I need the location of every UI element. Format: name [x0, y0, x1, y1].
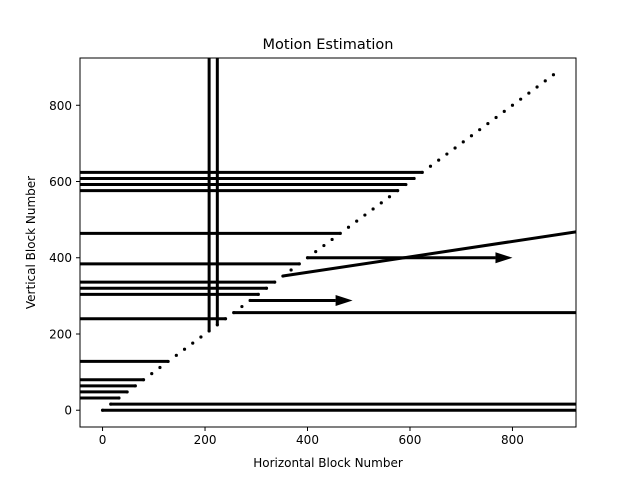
diagonal-point [428, 164, 433, 168]
x-tick-label: 200 [194, 433, 217, 447]
diagonal-point [240, 304, 244, 309]
diagonal-point [215, 323, 219, 327]
diagonal-point [371, 207, 375, 211]
diagonal-point [363, 213, 367, 217]
vector-line-13 [282, 230, 576, 278]
chart-title: Motion Estimation [263, 37, 394, 53]
diagonal-point [437, 158, 441, 162]
diagonal-point [125, 390, 129, 394]
diagonal-point [166, 359, 170, 364]
diagonal-point [412, 176, 416, 181]
x-axis-label: Horizontal Block Number [253, 456, 403, 470]
diagonal-point [191, 341, 195, 345]
diagonal-point [174, 353, 178, 357]
diagonal-point [519, 97, 523, 101]
diagonal-point [305, 256, 310, 260]
y-tick-label: 800 [49, 99, 72, 113]
diagonal-point [264, 286, 269, 290]
x-tick-label: 400 [296, 433, 319, 447]
diagonal-point [396, 189, 400, 193]
diagonal-point [355, 219, 359, 223]
diagonal-point [551, 73, 556, 77]
diagonal-point [338, 231, 342, 235]
diagonal-point [469, 134, 474, 138]
diagonal-point [346, 225, 351, 229]
x-axis-ticks: 0 200 400 600 800 [99, 427, 524, 447]
diagonal-point [453, 146, 457, 150]
diagonal-point [420, 170, 424, 174]
diagonal-point [478, 128, 482, 132]
diagonal-point [314, 250, 318, 254]
diagonal-point [256, 292, 260, 296]
diagonal-point [330, 237, 334, 242]
y-tick-label: 600 [49, 175, 72, 189]
plot-frame [79, 57, 577, 428]
diagonal-point [133, 384, 137, 388]
diagonal-point [404, 182, 408, 187]
diagonal-point [207, 329, 211, 333]
vector-arrowhead-9 [335, 294, 353, 306]
diagonal-point [445, 152, 449, 156]
diagonal-point [182, 347, 187, 351]
diagonal-point [510, 103, 515, 107]
diagonal-point [109, 402, 113, 406]
diagonal-point [289, 268, 293, 272]
diagonal-point [150, 372, 154, 376]
diagonal-point [461, 140, 465, 144]
diagonal-point [223, 317, 228, 321]
diagonal-point [486, 121, 490, 126]
diagonal-point [117, 396, 121, 400]
diagonal-point [543, 79, 547, 83]
x-tick-label: 800 [501, 433, 524, 447]
diagonal-point [141, 378, 146, 382]
plot-marks [80, 58, 576, 412]
diagonal-point [158, 365, 162, 370]
diagonal-point [199, 335, 203, 339]
diagonal-point [100, 408, 105, 412]
diagonal-point [297, 262, 301, 266]
diagonal-point [527, 91, 531, 95]
diagonal-point [535, 85, 539, 89]
diagonal-point [322, 243, 326, 248]
diagonal-point [232, 311, 236, 315]
diagonal-point [379, 201, 383, 205]
diagonal-point [502, 109, 506, 113]
diagonal-point [387, 195, 392, 199]
diagonal-point [281, 274, 285, 278]
diagonal-point [273, 280, 277, 284]
y-tick-label: 400 [49, 251, 72, 265]
x-tick-label: 0 [99, 433, 107, 447]
y-axis-ticks: 0 200 400 600 800 [49, 99, 80, 418]
y-tick-label: 200 [49, 327, 72, 341]
diagonal-point [248, 298, 252, 303]
diagonal-point [494, 115, 498, 120]
y-tick-label: 0 [64, 404, 72, 418]
x-tick-label: 600 [399, 433, 422, 447]
y-axis-label: Vertical Block Number [24, 176, 38, 309]
vector-arrowhead-15 [495, 252, 513, 264]
